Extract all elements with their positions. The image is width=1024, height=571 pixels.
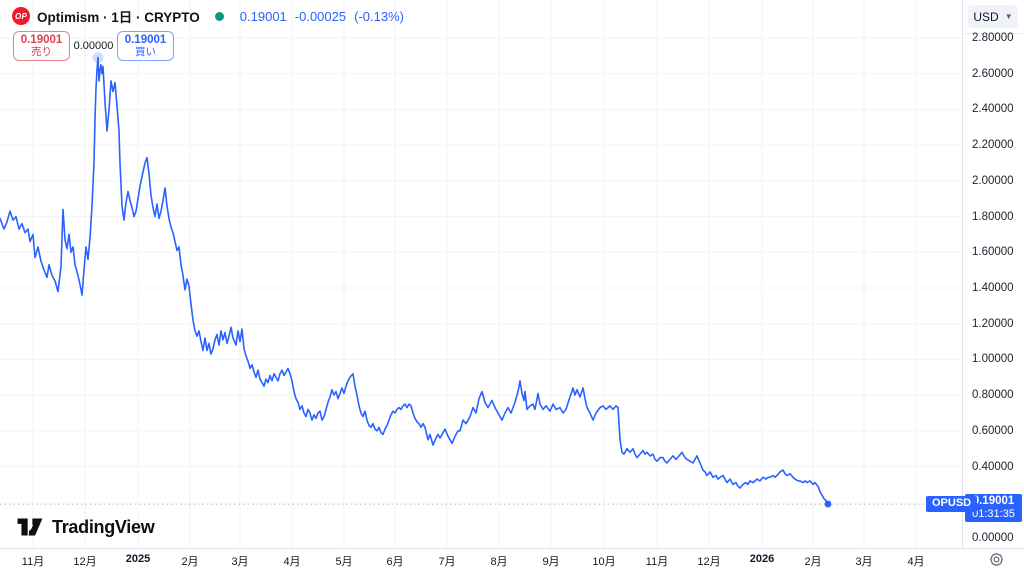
time-axis-label: 7月 xyxy=(438,556,456,568)
buy-price: 0.19001 xyxy=(124,33,167,46)
time-axis-label: 2025 xyxy=(125,553,151,565)
price-axis-label: 0.80000 xyxy=(972,389,1014,402)
time-axis-label: 12月 xyxy=(697,556,721,568)
sell-price: 0.19001 xyxy=(20,33,63,46)
time-axis-label: 3月 xyxy=(231,556,249,568)
price-axis-label: 1.00000 xyxy=(972,353,1014,366)
symbol-title[interactable]: Optimism · 1日 · CRYPTO xyxy=(37,10,200,25)
price-axis-label: 2.80000 xyxy=(972,32,1014,44)
time-axis-label: 11月 xyxy=(21,556,45,568)
quote-change-percent: (-0.13%) xyxy=(354,8,404,24)
time-axis-label: 9月 xyxy=(542,556,560,568)
current-price-value: 0.19001 xyxy=(972,495,1015,507)
tradingview-logo[interactable]: TradingView xyxy=(16,516,155,538)
currency-label: USD xyxy=(973,9,999,24)
trade-panel: 0.19001 売り 0.00000 0.19001 買い xyxy=(13,31,174,61)
price-axis-label: 2.00000 xyxy=(972,174,1014,187)
bar-countdown-timer: 01:31:35 xyxy=(972,508,1015,520)
price-axis-label: 2.60000 xyxy=(972,67,1014,80)
price-axis-label: 1.80000 xyxy=(972,210,1014,223)
quote-last-price: 0.19001 xyxy=(239,8,287,24)
axis-separator xyxy=(963,33,1024,34)
currency-selector[interactable]: USD ▼ xyxy=(968,5,1018,28)
time-axis-label: 6月 xyxy=(386,556,404,568)
sell-button[interactable]: 0.19001 売り xyxy=(13,31,70,61)
symbol-price-line-badge: OPUSD xyxy=(926,496,978,512)
tradingview-wordmark: TradingView xyxy=(52,516,155,537)
time-axis-label: 4月 xyxy=(907,556,925,568)
price-axis-label: 2.40000 xyxy=(972,103,1014,116)
time-axis-label: 8月 xyxy=(490,556,508,568)
price-axis-label: 1.40000 xyxy=(972,282,1014,294)
time-axis-label: 10月 xyxy=(592,556,616,568)
scale-settings-button[interactable] xyxy=(986,550,1006,568)
symbol-header: OP Optimism · 1日 · CRYPTO 0.19001 -0.000… xyxy=(12,6,404,26)
price-line-series xyxy=(0,56,829,505)
time-axis-label: 12月 xyxy=(73,556,97,568)
time-scale[interactable]: 11月 12月 2025 2月 3月 4月 5月 6月 7月 8月 9月 10月 11月 12月 2026 2… xyxy=(0,548,1024,571)
price-axis-label: 0.40000 xyxy=(972,460,1014,473)
price-axis-label: 0.60000 xyxy=(972,424,1014,437)
time-axis-label: 3月 xyxy=(855,556,873,568)
spread-value: 0.00000 xyxy=(73,40,114,52)
quote-readout: 0.19001 -0.00025 (-0.13%) xyxy=(240,9,404,24)
optimism-logo-icon[interactable]: OP xyxy=(12,7,30,25)
price-axis-label: 1.60000 xyxy=(972,246,1014,259)
time-axis-label: 2026 xyxy=(749,553,775,565)
price-scale[interactable]: USD ▼ 2.80000 2.60000 2.40000 2.20000 2.0000… xyxy=(962,0,1024,548)
price-axis-label: 2.20000 xyxy=(972,139,1014,152)
time-axis-label: 5月 xyxy=(335,556,353,568)
sell-label: 売り xyxy=(31,45,52,58)
price-axis-label: 1.20000 xyxy=(972,317,1014,330)
chevron-down-icon: ▼ xyxy=(1004,12,1013,21)
buy-button[interactable]: 0.19001 買い xyxy=(117,31,174,61)
price-axis-label: 0.00000 xyxy=(972,532,1014,544)
peak-halo-marker xyxy=(92,52,104,64)
time-axis-label: 11月 xyxy=(645,556,669,568)
market-status-icon[interactable] xyxy=(214,11,224,21)
last-price-dot xyxy=(824,500,832,508)
gear-icon xyxy=(989,552,1003,566)
time-axis-label: 4月 xyxy=(283,556,301,568)
buy-label: 買い xyxy=(135,45,156,58)
time-axis-label: 2月 xyxy=(804,556,822,568)
time-axis-label: 2月 xyxy=(181,556,199,568)
tradingview-logo-icon xyxy=(17,518,43,536)
quote-change: -0.00025 xyxy=(294,8,347,24)
